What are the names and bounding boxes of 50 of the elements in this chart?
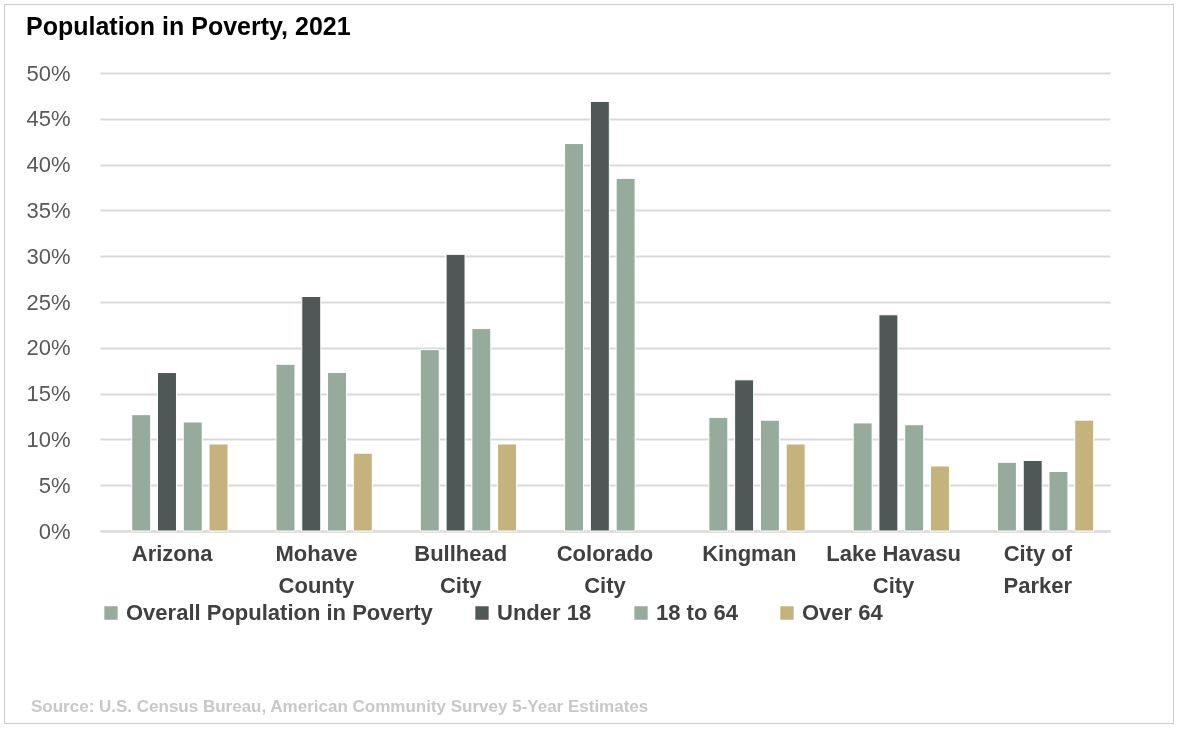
bar (904, 424, 925, 532)
legend-label: Under 18 (497, 600, 592, 625)
y-tick-label: 20% (26, 335, 71, 361)
x-tick-label: Kingman (702, 540, 797, 566)
bar (327, 372, 348, 532)
legend-label: 18 to 64 (656, 600, 739, 625)
x-tick-label: Colorado City (556, 540, 654, 598)
y-tick-label: 35% (26, 197, 71, 223)
bar (497, 443, 518, 532)
bar (929, 465, 950, 532)
x-tick-label: Bullhead City (414, 540, 508, 598)
bar (759, 419, 780, 532)
bar (301, 296, 322, 532)
bar (589, 100, 610, 532)
bar (208, 443, 229, 532)
bar (1074, 419, 1095, 532)
y-tick-label: 40% (26, 152, 71, 178)
bar (471, 328, 492, 532)
bar (182, 421, 203, 532)
chart-title: Population in Poverty, 2021 (25, 12, 351, 40)
bar (131, 414, 152, 532)
bar (615, 177, 636, 532)
bar (157, 372, 177, 532)
y-tick-label: 45% (26, 106, 71, 132)
y-tick-label: 30% (26, 243, 71, 269)
x-tick-label: Mohave County (275, 540, 358, 598)
x-tick-label: City of Parker (1003, 540, 1073, 598)
x-tick-label: Lake Havasu City (826, 540, 961, 598)
y-tick-label: 10% (26, 426, 71, 452)
bar (852, 422, 873, 532)
legend-label: Overall Population in Poverty (126, 600, 434, 625)
bar (445, 253, 466, 532)
y-tick-label: 50% (26, 60, 71, 86)
bar (352, 452, 373, 532)
bar (419, 349, 440, 532)
bar (564, 143, 585, 532)
bar (1048, 470, 1069, 532)
y-tick-label: 5% (38, 472, 71, 498)
bar (275, 363, 296, 532)
legend-label: Over 64 (802, 600, 884, 625)
bar (1022, 459, 1043, 532)
y-tick-label: 25% (26, 289, 71, 315)
y-tick-label: 15% (26, 381, 71, 407)
bar (996, 461, 1017, 532)
bar (878, 314, 899, 532)
y-tick-label: 0% (38, 518, 71, 544)
bar (708, 416, 729, 532)
bar (734, 379, 755, 532)
bar (785, 443, 806, 532)
x-tick-label: Arizona (131, 540, 214, 566)
